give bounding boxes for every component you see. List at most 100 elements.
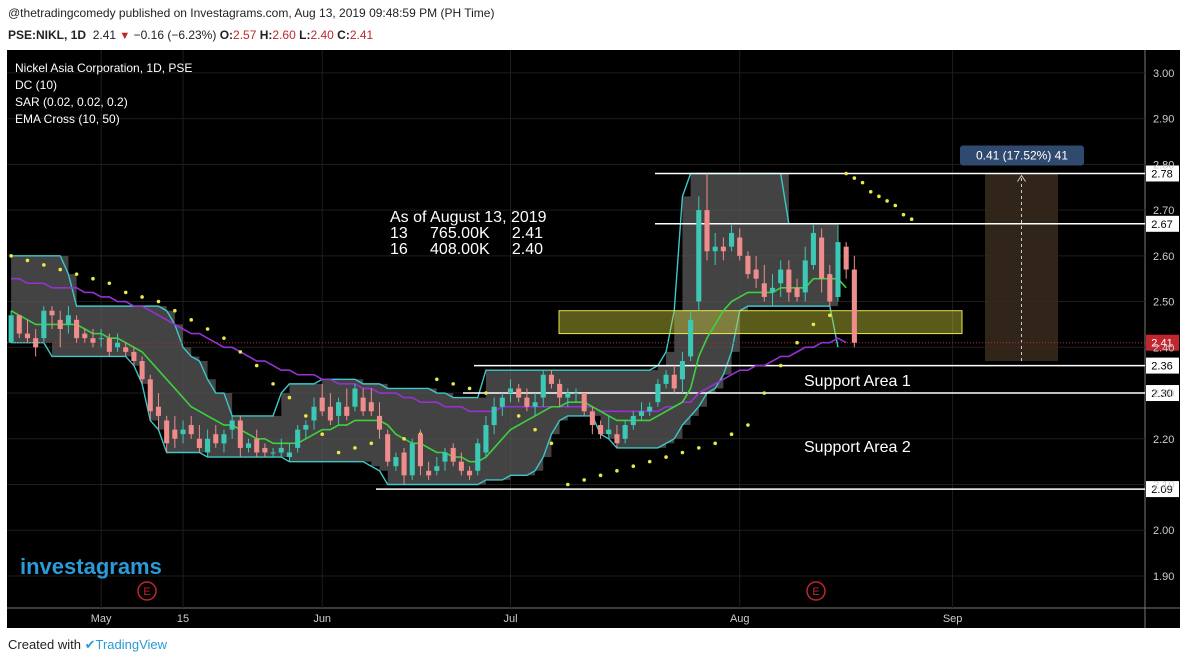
candle-body (401, 452, 407, 476)
candles (8, 173, 857, 485)
sar-dot (713, 441, 717, 446)
sar-dot (205, 327, 210, 331)
price-chart[interactable]: 0.41 (17.52%) 41 2.78 2.67 2.36 2.30 2.09 2.4… (0, 50, 1185, 628)
candle-body (385, 434, 391, 462)
sar-dot (58, 267, 63, 272)
candle-body (90, 338, 96, 343)
sar-dot (795, 340, 799, 345)
candle-body (720, 246, 726, 252)
sar-dot (778, 363, 783, 368)
sar-dot (664, 455, 668, 459)
candle-body (114, 342, 121, 348)
sar-dot (336, 450, 341, 455)
y-tick-label: 2.80 (1153, 159, 1174, 171)
sar-dot (868, 189, 873, 194)
candle-body (638, 411, 645, 416)
candle-body (229, 420, 235, 430)
level-label-box (1146, 215, 1179, 232)
x-tick-label: Jul (503, 613, 517, 625)
sar-dot (631, 464, 636, 469)
candle-body (475, 443, 481, 471)
sar-dot (811, 322, 816, 327)
candle-body (237, 420, 243, 448)
candle-body (581, 393, 587, 412)
legend: Nickel Asia Corporation, 1D, PSE DC (10)… (15, 61, 192, 126)
level-label: 2.09 (1151, 484, 1172, 496)
symbol-label: PSE:NIKL, 1D (8, 28, 87, 42)
candle-body (16, 315, 22, 334)
candle-body (82, 333, 88, 339)
y-tick-label: 2.90 (1153, 114, 1174, 126)
sar-dot (9, 254, 13, 258)
level-label: 2.67 (1151, 219, 1172, 231)
price-change: −0.16 (−6.23%) (133, 28, 217, 42)
candle-body (540, 374, 546, 398)
candle-body (565, 393, 571, 398)
candle-body (769, 287, 776, 293)
legend-dc: DC (10) (15, 78, 57, 92)
candle-body (458, 461, 464, 471)
support-labels: Support Area 1 Support Area 2 (804, 373, 911, 456)
footer: Created with ✔TradingView (8, 637, 167, 653)
sar-dot (484, 391, 488, 395)
annotation-line-3: 16 408.00K 2.40 (390, 241, 543, 258)
candle-body (33, 338, 39, 348)
candle-body (614, 434, 620, 444)
candle-body (802, 260, 808, 293)
candle-body (851, 269, 857, 343)
support-zone (558, 310, 963, 335)
sar-dot (827, 313, 832, 318)
candle-body (196, 438, 202, 448)
tradingview-logo-icon: ✔ (84, 637, 96, 652)
sar-dot (304, 414, 308, 418)
last-price-label: 2.41 (1151, 338, 1172, 350)
candle-body (647, 406, 653, 412)
sar-dot (91, 276, 95, 281)
tradingview-link[interactable]: TradingView (95, 637, 168, 652)
candle-body (164, 420, 170, 444)
down-arrow-icon: ▼ (119, 30, 131, 42)
candle-body (319, 397, 325, 412)
candle-body (286, 452, 292, 458)
horizontal-levels: 2.78 2.67 2.36 2.30 2.09 2.41 (7, 165, 1179, 498)
sar-dot (320, 432, 325, 436)
sar-dot (369, 441, 374, 446)
sar-dot (582, 478, 586, 482)
sar-dot (107, 281, 112, 286)
earnings-marker-2[interactable]: E (806, 581, 826, 601)
y-tick-label: 2.10 (1153, 480, 1174, 492)
sar-dot (893, 203, 898, 208)
candle-body (262, 447, 268, 453)
candle-body (360, 397, 366, 412)
measure-box (985, 173, 1058, 362)
candle-body (589, 411, 595, 426)
publish-info: @thetradingcomedy published on Investagr… (8, 6, 495, 20)
y-tick-label: 3.00 (1153, 68, 1174, 80)
candle-body (442, 452, 448, 462)
candle-body (688, 319, 694, 357)
candle-body (24, 333, 31, 339)
time-axis (7, 608, 1180, 628)
open-label: O: (219, 28, 234, 42)
candle-body (729, 232, 735, 247)
y-tick-label: 2.50 (1153, 297, 1174, 309)
candle-body (278, 447, 284, 453)
sar-dot (254, 363, 259, 368)
candle-body (352, 388, 358, 407)
y-tick-label: 1.90 (1153, 571, 1174, 583)
sar-dot (844, 171, 848, 176)
y-tick-label: 2.00 (1153, 525, 1174, 537)
sar-dot (435, 377, 439, 382)
sar-dot (25, 258, 30, 263)
close-value: 2.41 (349, 28, 374, 42)
parabolic-sar (9, 171, 914, 487)
y-tick-label: 2.60 (1153, 251, 1174, 263)
sar-dot (238, 350, 243, 354)
candle-body (426, 470, 432, 476)
sar-dot (885, 199, 889, 203)
candle-body (221, 434, 227, 444)
earnings-marker-1[interactable]: E (137, 581, 157, 601)
sar-dot (762, 391, 767, 395)
candle-body (303, 425, 309, 430)
open-value: 2.57 (233, 28, 257, 42)
